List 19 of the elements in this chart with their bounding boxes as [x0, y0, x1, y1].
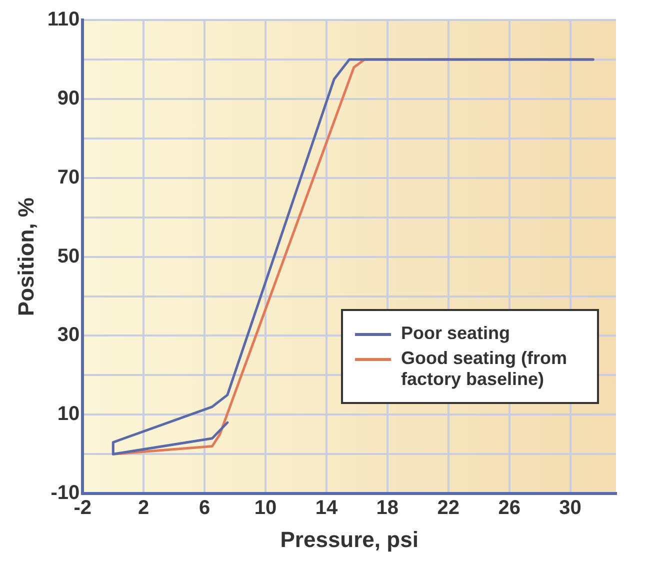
y-tick-label: 10: [57, 403, 80, 426]
y-axis-title: Position, %: [13, 198, 38, 316]
x-tick-label: 2: [138, 497, 150, 520]
y-tick-label: 90: [57, 87, 80, 110]
x-tick-label: 26: [498, 497, 520, 520]
x-tick-label: 6: [199, 497, 210, 520]
legend-label: Poor seating: [401, 322, 510, 344]
x-tick-label: 14: [315, 497, 338, 520]
y-tick-label: 110: [47, 8, 80, 31]
y-tick-label: -10: [50, 482, 80, 504]
x-axis-title: Pressure, psi: [280, 526, 418, 552]
x-tick-label: 18: [376, 497, 399, 520]
x-tick-label: 22: [437, 497, 460, 520]
x-tick-label: 10: [254, 497, 277, 520]
legend-label: Good seating (from factory baseline): [401, 348, 568, 390]
y-tick-label: 70: [57, 166, 80, 188]
y-tick-label: 50: [57, 245, 80, 268]
x-tick-label: 30: [559, 497, 582, 520]
y-tick-label: 30: [57, 324, 80, 346]
